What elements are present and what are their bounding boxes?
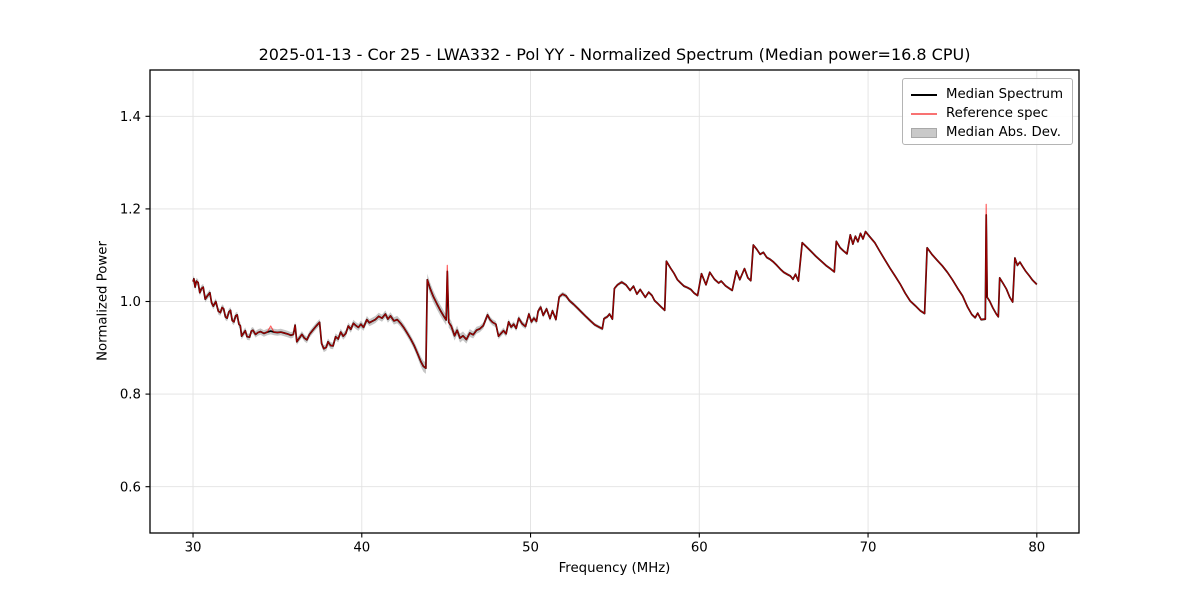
- reference-spec-line-icon: [911, 112, 937, 115]
- y-tick-label: 0.6: [120, 480, 141, 495]
- legend-label: Reference spec: [946, 106, 1049, 121]
- y-axis-label: Normalized Power: [95, 241, 111, 361]
- legend-label: Median Spectrum: [946, 87, 1064, 102]
- x-axis-label: Frequency (MHz): [558, 561, 671, 576]
- mad-patch-icon: [911, 127, 937, 138]
- y-tick-label: 0.8: [120, 388, 141, 403]
- x-tick-label: 70: [860, 541, 877, 556]
- x-tick-label: 50: [522, 541, 539, 556]
- x-tick-label: 80: [1028, 541, 1045, 556]
- x-tick-label: 40: [353, 541, 370, 556]
- x-tick-label: 30: [185, 541, 202, 556]
- legend-label: Median Abs. Dev.: [946, 125, 1061, 140]
- y-tick-label: 1.2: [120, 203, 141, 218]
- median-spectrum-line-icon: [911, 93, 937, 96]
- reference-spec-line: [192, 203, 1038, 369]
- legend-item-median-abs-dev: Median Abs. Dev.: [911, 123, 1072, 142]
- y-tick-label: 1.4: [120, 110, 141, 125]
- legend-item-median-spectrum: Median Spectrum: [911, 85, 1072, 104]
- x-tick-label: 60: [691, 541, 708, 556]
- chart-title: 2025-01-13 - Cor 25 - LWA332 - Pol YY - …: [258, 45, 971, 64]
- y-tick-label: 1.0: [120, 295, 141, 310]
- legend-item-reference-spec: Reference spec: [911, 104, 1072, 123]
- legend: Median Spectrum Reference spec Median Ab…: [902, 78, 1073, 145]
- median-spectrum-line: [192, 214, 1038, 370]
